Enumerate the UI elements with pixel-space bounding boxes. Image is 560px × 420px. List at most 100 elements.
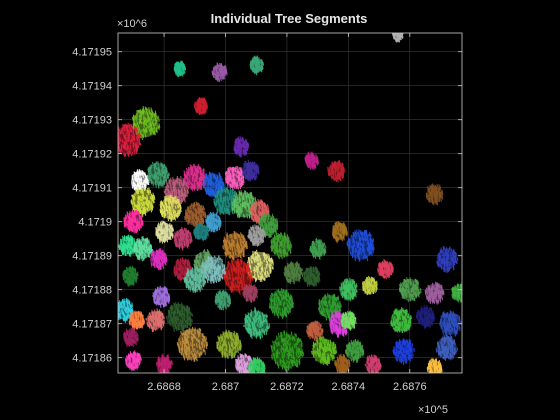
tree-point (219, 192, 221, 196)
tree-point (240, 171, 243, 174)
tree-point (182, 182, 185, 187)
tree-point (159, 208, 162, 214)
tree-point (149, 166, 152, 172)
tree-point (150, 244, 153, 248)
tree-point (246, 194, 249, 198)
tree-point (329, 169, 331, 174)
tree-point (224, 172, 227, 177)
tree-point (140, 121, 143, 125)
tree-point (261, 209, 263, 214)
tree-point (122, 123, 124, 128)
tree-point (120, 130, 123, 135)
tree-point (281, 254, 283, 260)
tree-point (253, 57, 255, 60)
tree-point (164, 232, 166, 237)
tree-point (428, 187, 431, 191)
tree-point (169, 217, 172, 222)
tree-point (178, 203, 180, 208)
tree-point (236, 137, 239, 142)
tree-point (341, 171, 344, 175)
tree-point (229, 177, 232, 181)
tree-point (135, 171, 138, 176)
tree-point (225, 177, 228, 181)
tree-point (170, 186, 173, 192)
tree-point (194, 235, 197, 239)
tree-point (151, 109, 153, 112)
tree-point (268, 233, 271, 238)
tree-point (213, 192, 216, 198)
tree-point (206, 229, 209, 235)
tree-point (221, 76, 224, 80)
tree-point (398, 36, 401, 41)
tree-point (200, 227, 203, 231)
tree-point (215, 200, 218, 205)
tree-point (183, 227, 186, 232)
tree-point (125, 147, 128, 151)
tree-segment (233, 136, 250, 158)
tree-point (135, 149, 138, 153)
tree-point (224, 190, 227, 194)
tree-point (189, 232, 192, 235)
tree-point (230, 207, 233, 210)
tree-point (248, 161, 251, 166)
tree-point (142, 245, 144, 251)
tree-point (203, 101, 205, 105)
tree-point (163, 221, 166, 226)
tree-point (230, 198, 232, 203)
tree-point (218, 204, 220, 207)
tree-point (135, 123, 137, 128)
tree-point (126, 139, 129, 143)
tree-point (136, 226, 138, 231)
tree-point (127, 151, 129, 157)
tree-point (163, 239, 166, 243)
tree-point (330, 167, 333, 171)
tree-point (188, 218, 191, 223)
tree-point (257, 210, 260, 215)
tree-point (139, 195, 142, 199)
tree-point (236, 200, 239, 204)
tree-point (158, 233, 161, 237)
tree-point (163, 190, 166, 194)
tree-point (133, 171, 136, 175)
tree-point (438, 184, 440, 190)
tree-point (180, 236, 183, 241)
tree-point (176, 195, 179, 200)
tree-point (246, 213, 248, 219)
tree-point (334, 178, 336, 181)
tree-point (236, 181, 239, 186)
tree-point (188, 178, 191, 183)
tree-point (199, 230, 201, 236)
tree-point (142, 257, 145, 261)
tree-point (242, 213, 245, 218)
tree-point (125, 221, 128, 226)
tree-point (164, 196, 166, 200)
tree-point (429, 192, 432, 196)
tree-point (174, 213, 177, 217)
tree-point (154, 180, 157, 186)
tree-point (140, 172, 143, 176)
tree-point (198, 203, 201, 207)
tree-point (118, 141, 121, 145)
tree-point (150, 248, 153, 252)
tree-point (244, 143, 246, 146)
tree-point (239, 136, 242, 142)
tree-point (176, 72, 179, 77)
tree-point (159, 181, 162, 186)
tree-point (144, 183, 147, 188)
tree-point (247, 173, 250, 179)
tree-point (131, 239, 134, 245)
tree-point (137, 243, 140, 248)
tree-point (220, 199, 222, 203)
tree-point (214, 72, 217, 76)
tree-point (220, 221, 222, 224)
tree-point (251, 206, 254, 211)
tree-point (128, 228, 131, 232)
tree-point (179, 238, 182, 242)
tree-point (184, 179, 187, 184)
tree-point (192, 177, 194, 181)
tree-point (184, 265, 187, 270)
tree-point (258, 201, 261, 207)
tree-point (146, 196, 148, 202)
tree-point (261, 221, 263, 225)
tree-point (233, 191, 236, 196)
